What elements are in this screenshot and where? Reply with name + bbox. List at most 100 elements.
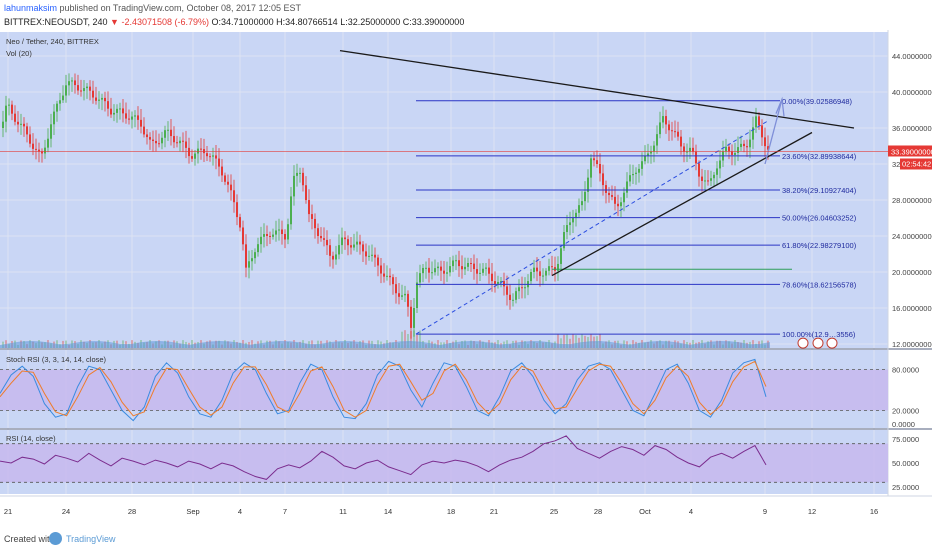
volume-bar (566, 334, 568, 348)
volume-bar (575, 335, 577, 348)
candle-body (392, 277, 394, 285)
candle-body (221, 166, 223, 176)
candle-body (623, 192, 625, 203)
low-value: L:32.25000000 (340, 17, 401, 27)
candle-body (452, 260, 454, 267)
countdown-tag (900, 158, 932, 170)
candle-body (506, 286, 508, 295)
chart-title: Neo / Tether, 240, BITTREX (6, 37, 99, 46)
candle-body (236, 202, 238, 218)
candle-body (53, 111, 55, 125)
candle-body (728, 146, 730, 152)
candle-body (107, 101, 109, 109)
fib-level-label: 0.00%(39.02586948) (782, 97, 853, 106)
x-tick-label: 25 (550, 507, 558, 516)
candle-body (251, 258, 253, 262)
candle-body (233, 190, 235, 203)
candle-body (608, 192, 610, 196)
candle-body (389, 275, 391, 278)
candle-body (431, 272, 433, 274)
candle-body (275, 230, 277, 235)
candle-body (467, 263, 469, 267)
candle-body (665, 116, 667, 125)
candle-body (635, 172, 637, 175)
candle-body (50, 124, 52, 139)
candle-body (2, 121, 4, 128)
volume-bar (377, 340, 379, 348)
candle-body (296, 172, 298, 176)
candle-body (674, 131, 676, 133)
candle-body (302, 172, 304, 186)
y-tick-label: 28.00000000 (892, 196, 932, 205)
event-flag-icon (812, 337, 824, 349)
author-link[interactable]: lahunmaksim (4, 3, 58, 13)
candle-body (374, 254, 376, 258)
candle-body (176, 142, 178, 144)
candle-body (344, 237, 346, 240)
candle-body (563, 232, 565, 249)
candle-body (314, 218, 316, 229)
candle-body (290, 196, 292, 225)
candle-body (311, 214, 313, 219)
candle-body (122, 108, 124, 114)
x-tick-label: 28 (594, 507, 602, 516)
volume-bar (401, 331, 403, 348)
candle-body (5, 105, 7, 122)
candle-body (719, 160, 721, 169)
candle-body (215, 155, 217, 159)
candle-body (545, 270, 547, 276)
x-tick-label: 4 (689, 507, 693, 516)
x-tick-label: 28 (128, 507, 136, 516)
candle-body (533, 267, 535, 273)
candle-body (731, 151, 733, 155)
candle-body (695, 151, 697, 164)
candle-body (137, 115, 139, 120)
candle-body (248, 261, 250, 268)
candle-body (185, 141, 187, 148)
candle-body (353, 244, 355, 248)
candle-body (542, 275, 544, 277)
stoch-y-tick-label: 80.0000 (892, 366, 919, 375)
candle-body (8, 104, 10, 106)
candle-body (569, 222, 571, 226)
candle-body (38, 149, 40, 152)
candle-body (425, 267, 427, 269)
candle-body (383, 273, 385, 277)
candle-body (17, 121, 19, 125)
candle-body (329, 245, 331, 256)
candle-body (287, 224, 289, 240)
candle-body (155, 141, 157, 144)
candle-body (746, 146, 748, 148)
candle-body (119, 108, 121, 110)
candle-body (422, 267, 424, 274)
candle-body (692, 147, 694, 152)
candle-body (260, 236, 262, 245)
candle-body (398, 293, 400, 297)
candle-body (224, 175, 226, 182)
candle-body (341, 237, 343, 246)
candle-body (59, 100, 61, 104)
candle-body (194, 153, 196, 159)
channel-dashed-line (415, 120, 769, 335)
candle-body (47, 138, 49, 148)
candle-body (749, 139, 751, 148)
volume-bar (407, 333, 409, 348)
candle-body (320, 235, 322, 239)
candle-body (524, 287, 526, 289)
rsi-title: RSI (14, close) (6, 434, 56, 443)
tradingview-brand[interactable]: TradingView (66, 534, 116, 544)
tradingview-logo-icon (49, 532, 62, 545)
candle-body (365, 251, 367, 257)
volume-bar (416, 334, 418, 348)
event-flag-icon (826, 337, 838, 349)
candle-body (599, 164, 601, 174)
candle-body (521, 287, 523, 289)
candle-body (689, 147, 691, 152)
candle-body (725, 146, 727, 152)
candle-body (227, 181, 229, 185)
x-tick-label: 21 (490, 507, 498, 516)
candle-body (140, 119, 142, 127)
candle-body (14, 113, 16, 122)
candle-body (95, 97, 97, 101)
trading-chart[interactable]: 21 24 28 Sep 4 7 11 14 18 21 25 28 Oct 4 9 12 16 44.00000… (0, 30, 932, 528)
